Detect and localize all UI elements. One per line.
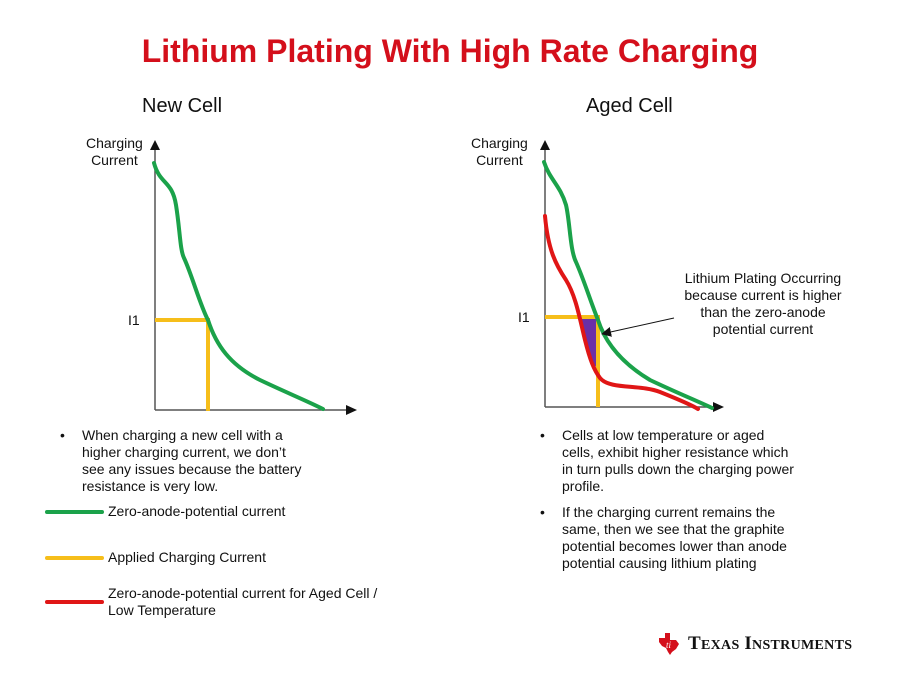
y-label-line2: Current (476, 152, 523, 168)
svg-text:ti: ti (666, 640, 672, 650)
right-bullets: • Cells at low temperature or aged cells… (540, 427, 800, 581)
bullet-dot: • (540, 504, 545, 520)
right-zero-anode-curve (542, 160, 714, 410)
left-i1-label: I1 (128, 312, 140, 328)
bullet-item: • Cells at low temperature or aged cells… (540, 427, 800, 495)
left-axes (150, 140, 357, 415)
slide-title: Lithium Plating With High Rate Charging (141, 33, 759, 69)
annotation-line: Lithium Plating Occurring (684, 270, 842, 286)
legend-red-line2: Low Temperature (108, 602, 216, 618)
texas-instruments-logo: ti TEXAS INSTRUMENTS (656, 632, 852, 656)
right-y-axis-label: Charging Current (471, 135, 528, 169)
left-y-axis-label: Charging Current (86, 135, 143, 169)
right-i1-label: I1 (518, 309, 530, 325)
left-subtitle: New Cell (142, 95, 223, 117)
bullet-dot: • (540, 427, 545, 443)
annotation-line: potential current (712, 321, 814, 337)
bullet-item: • If the charging current remains the sa… (540, 504, 800, 572)
legend-swatch-green (45, 510, 104, 514)
y-label-line1: Charging (86, 135, 143, 151)
bullet-item: • When charging a new cell with a higher… (60, 427, 310, 495)
legend-label-green: Zero-anode-potential current (108, 503, 286, 519)
aged-cell-curve (543, 214, 700, 411)
annotation-line: because current is higher (684, 287, 842, 303)
bullet-dot: • (60, 427, 65, 443)
legend-label-red: Zero-anode-potential current for Aged Ce… (108, 585, 377, 619)
ti-state-icon: ti (659, 633, 679, 655)
bullet-text: When charging a new cell with a higher c… (82, 427, 302, 494)
left-applied-current-line (155, 318, 210, 411)
ti-exas: EXAS (700, 638, 740, 653)
bullet-text: If the charging current remains the same… (562, 504, 787, 571)
legend-swatch-yellow (45, 556, 104, 560)
bullet-text: Cells at low temperature or aged cells, … (562, 427, 794, 494)
legend-red-line1: Zero-anode-potential current for Aged Ce… (108, 585, 378, 601)
y-label-line1: Charging (471, 135, 528, 151)
right-subtitle: Aged Cell (586, 95, 673, 117)
legend-label-yellow: Applied Charging Current (108, 549, 266, 565)
annotation-line: than the zero-anode (700, 304, 826, 320)
y-label-line2: Current (91, 152, 138, 168)
plating-annotation: Lithium Plating Occurring because curren… (670, 270, 856, 338)
annotation-arrow (601, 317, 675, 337)
left-bullets: • When charging a new cell with a higher… (60, 427, 310, 504)
right-axes (540, 140, 724, 412)
ti-i: I (744, 633, 753, 654)
ti-wordmark: TEXAS INSTRUMENTS (688, 633, 852, 655)
ti-nstruments: NSTRUMENTS (752, 638, 853, 653)
legend-swatch-red (45, 600, 104, 604)
left-zero-anode-curve (152, 161, 325, 411)
ti-t: T (688, 633, 701, 654)
